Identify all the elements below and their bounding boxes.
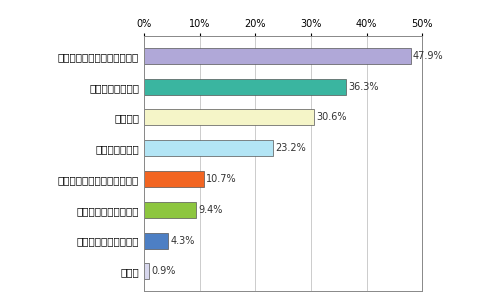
Text: 10.7%: 10.7%: [206, 174, 237, 184]
Bar: [144, 140, 273, 156]
Bar: [144, 202, 196, 218]
Bar: [144, 171, 204, 187]
Text: 30.6%: 30.6%: [317, 112, 347, 122]
Bar: [144, 232, 168, 248]
Text: 36.3%: 36.3%: [348, 82, 379, 92]
Bar: [144, 48, 411, 64]
Bar: [144, 263, 149, 279]
Bar: [144, 109, 314, 125]
Text: 4.3%: 4.3%: [170, 235, 194, 245]
Text: 47.9%: 47.9%: [413, 51, 444, 61]
Text: 9.4%: 9.4%: [199, 205, 223, 215]
Bar: [144, 79, 346, 95]
Text: 23.2%: 23.2%: [276, 143, 306, 153]
Text: 0.9%: 0.9%: [151, 266, 176, 276]
